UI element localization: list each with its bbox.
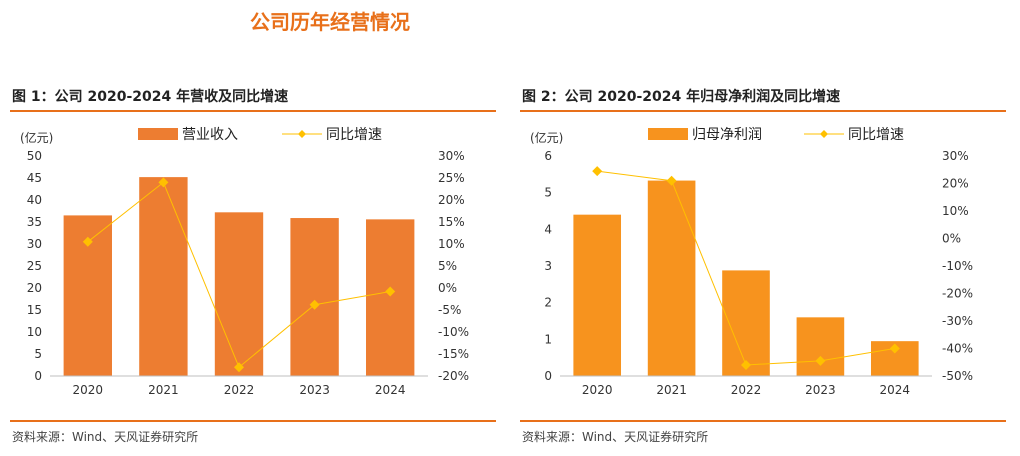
growth-rate-point-2021 [666, 175, 677, 186]
page-title: 公司历年经营情况 [250, 10, 410, 34]
right-axis-tick-label: -50% [942, 369, 973, 383]
left-axis-tick-label: 25 [27, 259, 42, 273]
legend-line-marker [298, 130, 306, 138]
figure-1-bottom-rule [10, 420, 496, 422]
right-axis-tick-label: 30% [942, 149, 969, 163]
right-axis-tick-label: -15% [438, 347, 469, 361]
growth-rate-point-2022 [741, 360, 751, 370]
net-profit-chart: (亿元) 0 1 2 3 4 5 6 -50% -40% -30% -20% -10% 0% 10% 20% 3… [530, 126, 973, 397]
x-axis-tick-label: 2020 [582, 383, 613, 397]
legend-line-label: 同比增速 [848, 127, 904, 143]
left-axis-tick-label: 3 [544, 259, 552, 273]
bar-2020 [573, 214, 622, 376]
right-axis-tick-label: 20% [942, 177, 969, 191]
left-axis-tick-label: 40 [27, 193, 42, 207]
growth-rate-point-2020 [82, 236, 93, 247]
x-axis-tick-label: 2021 [148, 383, 179, 397]
left-axis-tick-label: 5 [34, 347, 42, 361]
left-axis-tick-label: 10 [27, 325, 42, 339]
y-axis-unit-label: (亿元) [530, 130, 563, 145]
figure-2-bottom-rule [520, 420, 1006, 422]
left-axis-tick-label: 50 [27, 149, 42, 163]
left-axis-tick-label: 6 [544, 149, 552, 163]
growth-rate-point-2024 [385, 286, 396, 297]
right-axis-tick-label: 5% [438, 259, 457, 273]
figure-2-top-rule [520, 110, 1006, 112]
figure-1-panel: 图 1：公司 2020-2024 年营收及同比增速 (亿元) 0 5 10 15 20 25… [10, 86, 496, 456]
left-axis-tick-label: 15 [27, 303, 42, 317]
growth-rate-point-2023 [815, 355, 826, 366]
legend-bar-label: 营业收入 [182, 127, 238, 143]
right-axis-tick-label: 30% [438, 149, 465, 163]
growth-rate-point-2022 [234, 362, 244, 373]
x-axis-tick-label: 2020 [73, 383, 104, 397]
right-axis-tick-label: 15% [438, 215, 465, 229]
growth-rate-point-2023 [309, 299, 320, 310]
bar-2022 [214, 212, 264, 376]
left-axis-tick-label: 5 [544, 186, 552, 200]
right-axis-tick-label: 20% [438, 193, 465, 207]
left-axis-tick-label: 0 [34, 369, 42, 383]
right-axis-tick-label: 10% [942, 204, 969, 218]
x-axis-tick-label: 2023 [299, 383, 330, 397]
x-axis-tick-label: 2022 [731, 383, 762, 397]
right-axis-tick-label: -10% [438, 325, 469, 339]
x-axis-tick-label: 2024 [375, 383, 406, 397]
right-axis-tick-label: -5% [438, 303, 461, 317]
figure-2-panel: 图 2：公司 2020-2024 年归母净利润及同比增速 (亿元) 0 1 2 3 4 5 6… [520, 86, 1006, 456]
left-axis-tick-label: 4 [544, 222, 552, 236]
bar-2021 [647, 180, 696, 376]
left-axis-tick-label: 2 [544, 296, 552, 310]
bar-2022 [722, 270, 770, 376]
right-axis-tick-label: -30% [942, 314, 973, 328]
figure-1-source: 资料来源：Wind、天风证券研究所 [12, 430, 199, 444]
bar-2024 [366, 219, 415, 376]
left-axis-tick-label: 35 [27, 215, 42, 229]
figure-2-source: 资料来源：Wind、天风证券研究所 [522, 430, 709, 444]
bar-2023 [290, 218, 339, 376]
left-axis-tick-label: 45 [27, 171, 42, 185]
left-axis-tick-label: 1 [544, 332, 552, 346]
left-axis-tick-label: 0 [544, 369, 552, 383]
legend-bar-label: 归母净利润 [692, 126, 762, 143]
right-axis-tick-label: 0% [438, 281, 457, 295]
bar-2023 [796, 317, 845, 376]
right-axis-tick-label: 0% [942, 232, 961, 246]
legend-line-label: 同比增速 [326, 127, 382, 143]
x-axis-tick-label: 2023 [805, 383, 836, 397]
bar-2021 [139, 177, 188, 376]
legend-bar-swatch [648, 128, 688, 140]
right-axis-tick-label: -20% [438, 369, 469, 383]
x-axis-tick-label: 2022 [224, 383, 255, 397]
figure-1-top-rule [10, 110, 496, 112]
right-axis-tick-label: 10% [438, 237, 465, 251]
figure-2-title: 图 2：公司 2020-2024 年归母净利润及同比增速 [522, 89, 841, 105]
x-axis-tick-label: 2024 [880, 383, 911, 397]
growth-rate-point-2020 [592, 166, 603, 177]
legend-line-marker [820, 130, 828, 138]
right-axis-tick-label: -20% [942, 287, 973, 301]
x-axis-tick-label: 2021 [656, 383, 687, 397]
figure-1-title: 图 1：公司 2020-2024 年营收及同比增速 [12, 89, 289, 105]
right-axis-tick-label: 25% [438, 171, 465, 185]
right-axis-tick-label: -10% [942, 259, 973, 273]
left-axis-tick-label: 30 [27, 237, 42, 251]
legend-bar-swatch [138, 128, 178, 140]
right-axis-tick-label: -40% [942, 342, 973, 356]
growth-rate-point-2021 [158, 177, 169, 188]
left-axis-tick-label: 20 [27, 281, 42, 295]
y-axis-unit-label: (亿元) [20, 130, 53, 145]
growth-rate-point-2024 [889, 343, 900, 354]
revenue-chart: (亿元) 0 5 10 15 20 25 30 35 40 45 50 -20% -15% -10% -5% 0… [20, 127, 469, 397]
